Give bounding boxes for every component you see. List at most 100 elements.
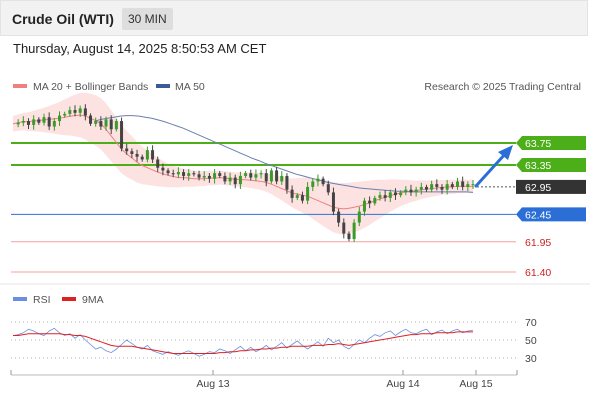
candle-body: [435, 184, 439, 187]
candle-body: [269, 170, 273, 182]
candle-body: [383, 195, 387, 198]
candle-body: [424, 186, 428, 190]
candle-body: [27, 121, 31, 125]
candle-body: [419, 186, 423, 190]
candle-body: [275, 170, 279, 182]
candle-body: [94, 121, 98, 124]
candle-body: [58, 115, 62, 122]
candle-body: [280, 175, 284, 182]
research-credit: Research © 2025 Trading Central: [424, 81, 581, 93]
bollinger-band: [13, 92, 473, 235]
rsi-legend-label: RSI: [33, 294, 51, 306]
level-label-5: 61.40: [525, 267, 551, 279]
candle-body: [223, 175, 227, 182]
ma20-legend-label: MA 20 + Bollinger Bands: [33, 81, 148, 93]
candle-body: [52, 121, 56, 127]
candle-body: [125, 148, 129, 152]
level-label-0: 63.75: [525, 138, 551, 150]
chart-header: Crude Oil (WTI) 30 MIN: [0, 0, 588, 36]
candle-body: [218, 173, 222, 176]
candle-body: [120, 121, 124, 149]
candle-body: [135, 153, 139, 157]
x-tick-label-2: Aug 15: [459, 378, 492, 390]
ma20-legend-swatch: [13, 84, 27, 88]
candle-body: [455, 181, 459, 187]
candle-body: [259, 173, 263, 175]
level-tag-0: [516, 136, 586, 150]
rsi-ma-line: [13, 331, 473, 354]
candle-body: [187, 173, 191, 176]
candle-body: [161, 167, 165, 171]
candle-body: [404, 189, 408, 193]
level-label-4: 61.95: [525, 237, 551, 249]
x-tick-label-0: Aug 13: [196, 378, 229, 390]
candle-body: [73, 110, 77, 113]
candle-body: [331, 192, 335, 212]
ma50-legend-swatch: [156, 84, 170, 88]
candle-body: [213, 173, 217, 179]
report-datetime: Thursday, August 14, 2025 8:50:53 AM CET: [13, 41, 267, 56]
rsi-pane: 70 50 30: [11, 317, 537, 365]
candle-body: [244, 173, 248, 176]
timeframe-badge[interactable]: 30 MIN: [122, 8, 173, 30]
candle-body: [145, 150, 149, 160]
candle-body: [89, 115, 93, 124]
candle-body: [151, 150, 155, 160]
ma50-legend-label: MA 50: [175, 81, 205, 93]
instrument-title: Crude Oil (WTI): [12, 11, 114, 27]
candle-body: [42, 117, 46, 123]
candle-body: [440, 186, 444, 190]
rsi-line: [12, 327, 474, 357]
candle-body: [352, 222, 356, 240]
candle-body: [321, 178, 325, 185]
candle-body: [264, 173, 268, 182]
x-tick-label-1: Aug 14: [386, 378, 419, 390]
candle-body: [414, 189, 418, 193]
candle-body: [393, 192, 397, 196]
x-axis-ticks: Aug 13 Aug 14 Aug 15: [196, 370, 493, 390]
candle-body: [233, 177, 237, 185]
candle-body: [326, 184, 330, 193]
level-tag-2: [516, 179, 586, 194]
candle-body: [171, 173, 175, 175]
candle-body: [378, 195, 382, 198]
candle-body: [311, 181, 315, 187]
candle-body: [306, 186, 310, 201]
candle-body: [249, 173, 253, 178]
rsi-tick-30: 30: [525, 353, 537, 365]
candle-body: [202, 175, 206, 178]
price-levels: [11, 142, 516, 273]
candle-body: [466, 184, 470, 187]
candle-body: [347, 233, 351, 240]
candle-body: [47, 117, 51, 127]
candle-body: [68, 110, 72, 114]
candle-body: [114, 121, 118, 130]
level-label-3: 62.45: [525, 209, 551, 221]
candle-body: [156, 159, 160, 168]
candle-body: [430, 184, 434, 190]
candle-body: [290, 189, 294, 198]
candle-body: [197, 174, 201, 178]
candle-body: [471, 184, 475, 186]
candle-body: [166, 170, 170, 174]
candle-body: [357, 211, 361, 223]
candle-body: [32, 119, 36, 125]
candle-body: [409, 189, 413, 193]
rsi-legend-swatch: [13, 297, 27, 301]
candle-body: [109, 119, 113, 130]
candle-body: [342, 222, 346, 234]
candle-body: [130, 151, 134, 154]
candle-body: [207, 175, 211, 179]
forecast-arrow-icon: [474, 145, 513, 188]
candle-body: [192, 173, 196, 175]
candle-body: [182, 172, 186, 176]
candle-body: [399, 192, 403, 196]
candle-body: [368, 200, 372, 204]
candle-body: [238, 175, 242, 185]
candle-body: [295, 195, 299, 198]
rsi-tick-50: 50: [525, 335, 537, 347]
candle-body: [99, 121, 103, 127]
candle-body: [337, 211, 341, 223]
candle-body: [63, 113, 67, 116]
